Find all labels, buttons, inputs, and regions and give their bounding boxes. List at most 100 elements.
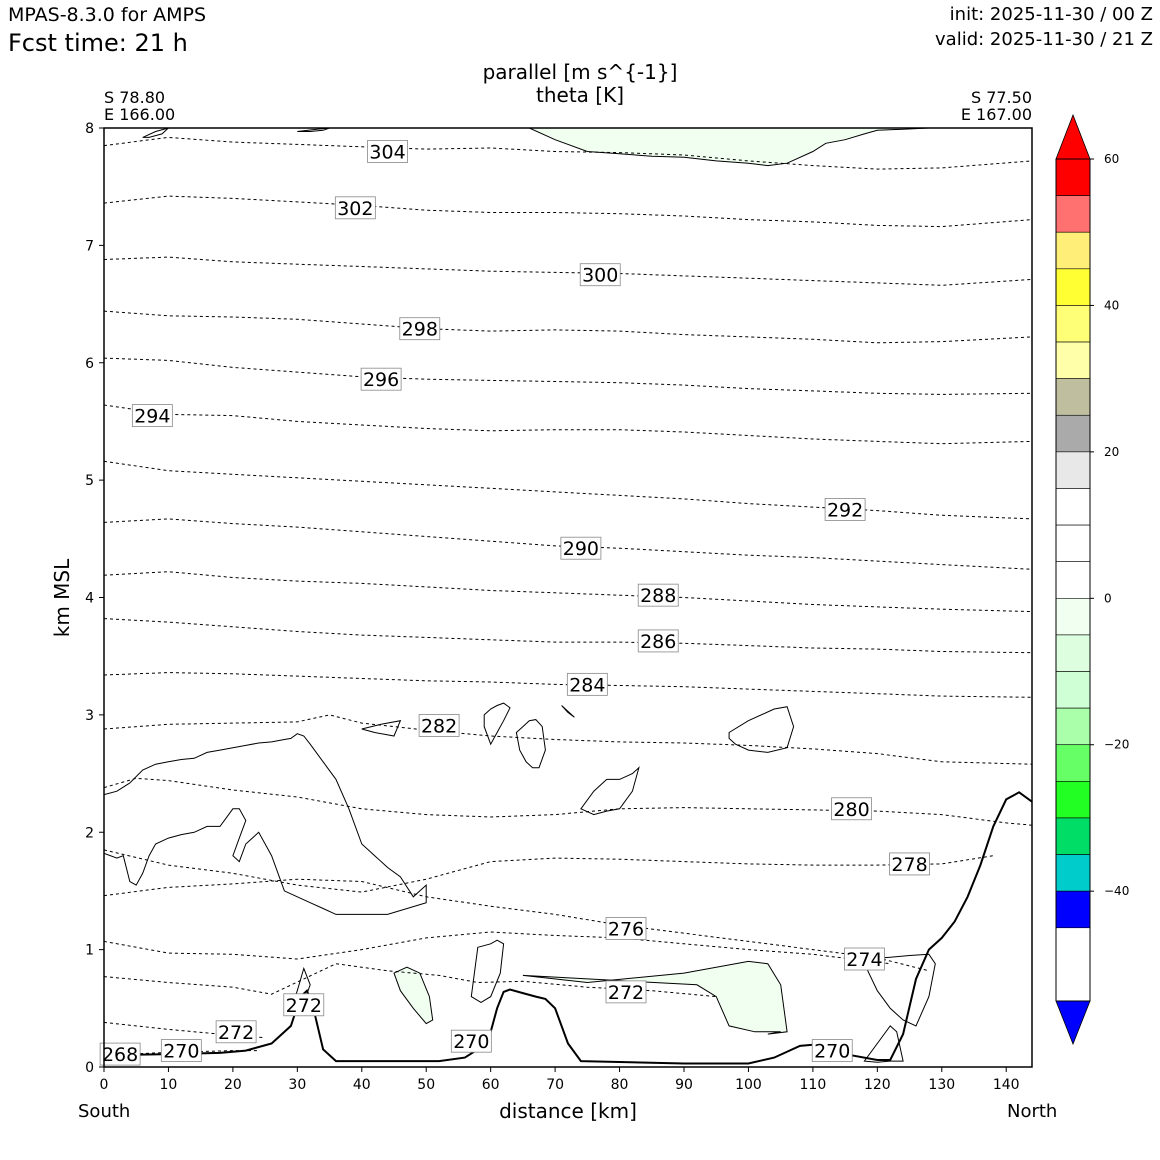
colorbar-band — [1055, 634, 1091, 672]
colorbar-band — [1055, 158, 1091, 196]
init-time: init: 2025-11-30 / 00 Z — [949, 4, 1153, 25]
colorbar-band — [1055, 707, 1091, 746]
colorbar-tick-label: 40 — [1104, 298, 1119, 312]
x-tick-label: 70 — [546, 1077, 564, 1093]
start-point-lon: E 166.00 — [104, 105, 176, 124]
theta-label: 276 — [605, 917, 647, 940]
theta-contour-288 — [104, 571, 1032, 613]
theta-label: 304 — [367, 140, 408, 163]
start-point-lat: S 78.80 — [104, 88, 166, 107]
theta-label-text: 292 — [827, 499, 863, 521]
colorbar-band — [1055, 598, 1091, 636]
colorbar-band — [1055, 671, 1091, 709]
wind-zero-contour — [863, 1025, 904, 1063]
theta-label-box — [566, 672, 608, 696]
theta-label-text: 302 — [337, 198, 373, 220]
theta-contour-298 — [104, 310, 1032, 344]
colorbar-tick-label: −40 — [1104, 884, 1129, 898]
theta-contour-286 — [104, 618, 1032, 654]
theta-contour-304 — [104, 136, 1032, 170]
theta-label-box — [160, 1039, 202, 1062]
theta-contour-296 — [104, 357, 1032, 395]
theta-label-box — [605, 980, 647, 1004]
theta-contour-290 — [104, 518, 1032, 570]
wind-zero-contour — [515, 719, 546, 769]
x-tick-label: 110 — [800, 1077, 827, 1093]
x-tick-label: 10 — [160, 1077, 178, 1093]
colorbar-band — [1055, 781, 1091, 819]
wind-zero-contour — [483, 702, 511, 746]
theta-label-text: 278 — [891, 854, 927, 876]
theta-label-text: 272 — [218, 1022, 254, 1044]
theta-label: 270 — [811, 1039, 853, 1063]
theta-label-text: 270 — [814, 1041, 850, 1063]
colorbar-band — [1055, 890, 1091, 929]
theta-label-text: 296 — [363, 369, 399, 391]
theta-label: 272 — [283, 993, 325, 1017]
wind-shading-layer — [104, 128, 936, 1063]
theta-label-box — [579, 263, 621, 287]
theta-label: 302 — [334, 196, 376, 220]
theta-label-text: 290 — [563, 538, 599, 560]
theta-label-layer: 304 302 300 298 296 294 292 290 288 286 284 282 280 2… — [99, 140, 930, 1066]
y-tick-label: 0 — [85, 1060, 94, 1076]
theta-label-text: 294 — [134, 406, 170, 428]
wind-shaded-region — [529, 128, 936, 167]
theta-label-text: 280 — [833, 799, 869, 821]
y-tick-label: 4 — [85, 591, 94, 607]
theta-contour-300 — [104, 256, 1032, 286]
colorbar-tick-label: −20 — [1104, 738, 1129, 752]
theta-label-box — [99, 1042, 141, 1066]
theta-label-text: 274 — [846, 949, 882, 971]
plot-frame — [103, 127, 1033, 1068]
theta-label-text: 304 — [369, 141, 405, 163]
theta-label-box — [360, 367, 402, 391]
theta-label-text: 288 — [640, 585, 676, 607]
theta-contour-278 — [104, 849, 994, 893]
theta-label-box — [418, 714, 460, 737]
theta-label: 280 — [831, 797, 872, 821]
wind-zero-contour — [580, 766, 640, 816]
colorbar-band — [1055, 854, 1091, 892]
model-name: MPAS-8.3.0 for AMPS — [8, 4, 207, 26]
theta-label-box — [367, 140, 408, 163]
theta-label: 270 — [160, 1039, 202, 1063]
colorbar-frame — [1055, 158, 1091, 1002]
valid-time: valid: 2025-11-30 / 21 Z — [935, 29, 1153, 50]
x-tick-label: 130 — [928, 1077, 955, 1093]
theta-label-box — [215, 1020, 257, 1044]
end-point-lat: S 77.50 — [970, 88, 1032, 107]
colorbar-band — [1055, 341, 1091, 379]
colorbar: 60 40 20 0 −20 −40 — [1055, 113, 1129, 1046]
theta-label: 294 — [131, 404, 173, 428]
colorbar-band — [1055, 524, 1091, 562]
theta-label-text: 272 — [608, 982, 644, 1004]
theta-label: 270 — [450, 1029, 492, 1053]
theta-label-box — [831, 797, 872, 821]
theta-label: 278 — [889, 852, 930, 876]
theta-label-text: 270 — [453, 1031, 489, 1053]
theta-label-box — [844, 947, 885, 971]
theta-label-box — [811, 1039, 853, 1062]
x-axis-label: distance [km] — [499, 1099, 637, 1123]
wind-zero-contour — [728, 706, 795, 753]
theta-contour-280 — [104, 777, 1032, 826]
theta-label-text: 300 — [582, 265, 618, 287]
end-point-lon: E 167.00 — [960, 105, 1032, 124]
theta-label-box — [283, 993, 325, 1017]
x-tick-label: 0 — [100, 1077, 109, 1093]
theta-label: 272 — [605, 980, 647, 1004]
theta-label: 292 — [824, 498, 866, 521]
north-label: North — [1007, 1101, 1058, 1122]
wind-zero-contour — [863, 953, 936, 1027]
theta-label: 298 — [399, 317, 441, 341]
theta-label-box — [889, 852, 930, 876]
theta-contour-284 — [104, 672, 1032, 698]
theta-label-box — [637, 629, 679, 653]
forecast-time: Fcst time: 21 h — [8, 29, 188, 57]
theta-contour-282 — [104, 714, 1032, 765]
wind-shaded-region — [522, 960, 788, 1035]
colorbar-band — [1055, 305, 1091, 343]
y-tick-label: 3 — [85, 708, 94, 724]
